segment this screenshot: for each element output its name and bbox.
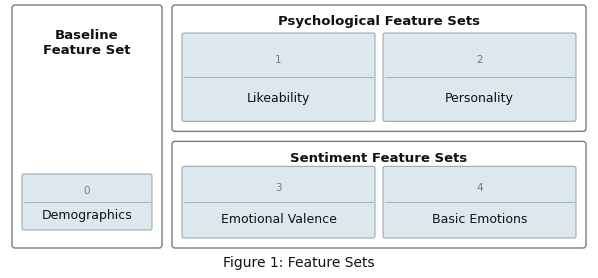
FancyBboxPatch shape xyxy=(383,33,576,121)
Text: Sentiment Feature Sets: Sentiment Feature Sets xyxy=(291,152,468,165)
FancyBboxPatch shape xyxy=(172,141,586,248)
Text: 4: 4 xyxy=(476,183,483,193)
Text: 1: 1 xyxy=(275,54,282,64)
FancyBboxPatch shape xyxy=(182,166,375,238)
FancyBboxPatch shape xyxy=(22,174,152,230)
Text: Psychological Feature Sets: Psychological Feature Sets xyxy=(278,16,480,29)
FancyBboxPatch shape xyxy=(12,5,162,248)
FancyBboxPatch shape xyxy=(383,166,576,238)
Text: Likeability: Likeability xyxy=(247,92,310,105)
Text: Basic Emotions: Basic Emotions xyxy=(432,213,527,226)
FancyBboxPatch shape xyxy=(172,5,586,131)
Text: Demographics: Demographics xyxy=(42,209,132,222)
Text: 3: 3 xyxy=(275,183,282,193)
Text: 0: 0 xyxy=(84,186,90,196)
Text: Baseline
Feature Set: Baseline Feature Set xyxy=(43,29,131,57)
Text: Emotional Valence: Emotional Valence xyxy=(221,213,337,226)
FancyBboxPatch shape xyxy=(182,33,375,121)
Text: Personality: Personality xyxy=(445,92,514,105)
Text: 2: 2 xyxy=(476,54,483,64)
Text: Figure 1: Feature Sets: Figure 1: Feature Sets xyxy=(223,256,375,270)
